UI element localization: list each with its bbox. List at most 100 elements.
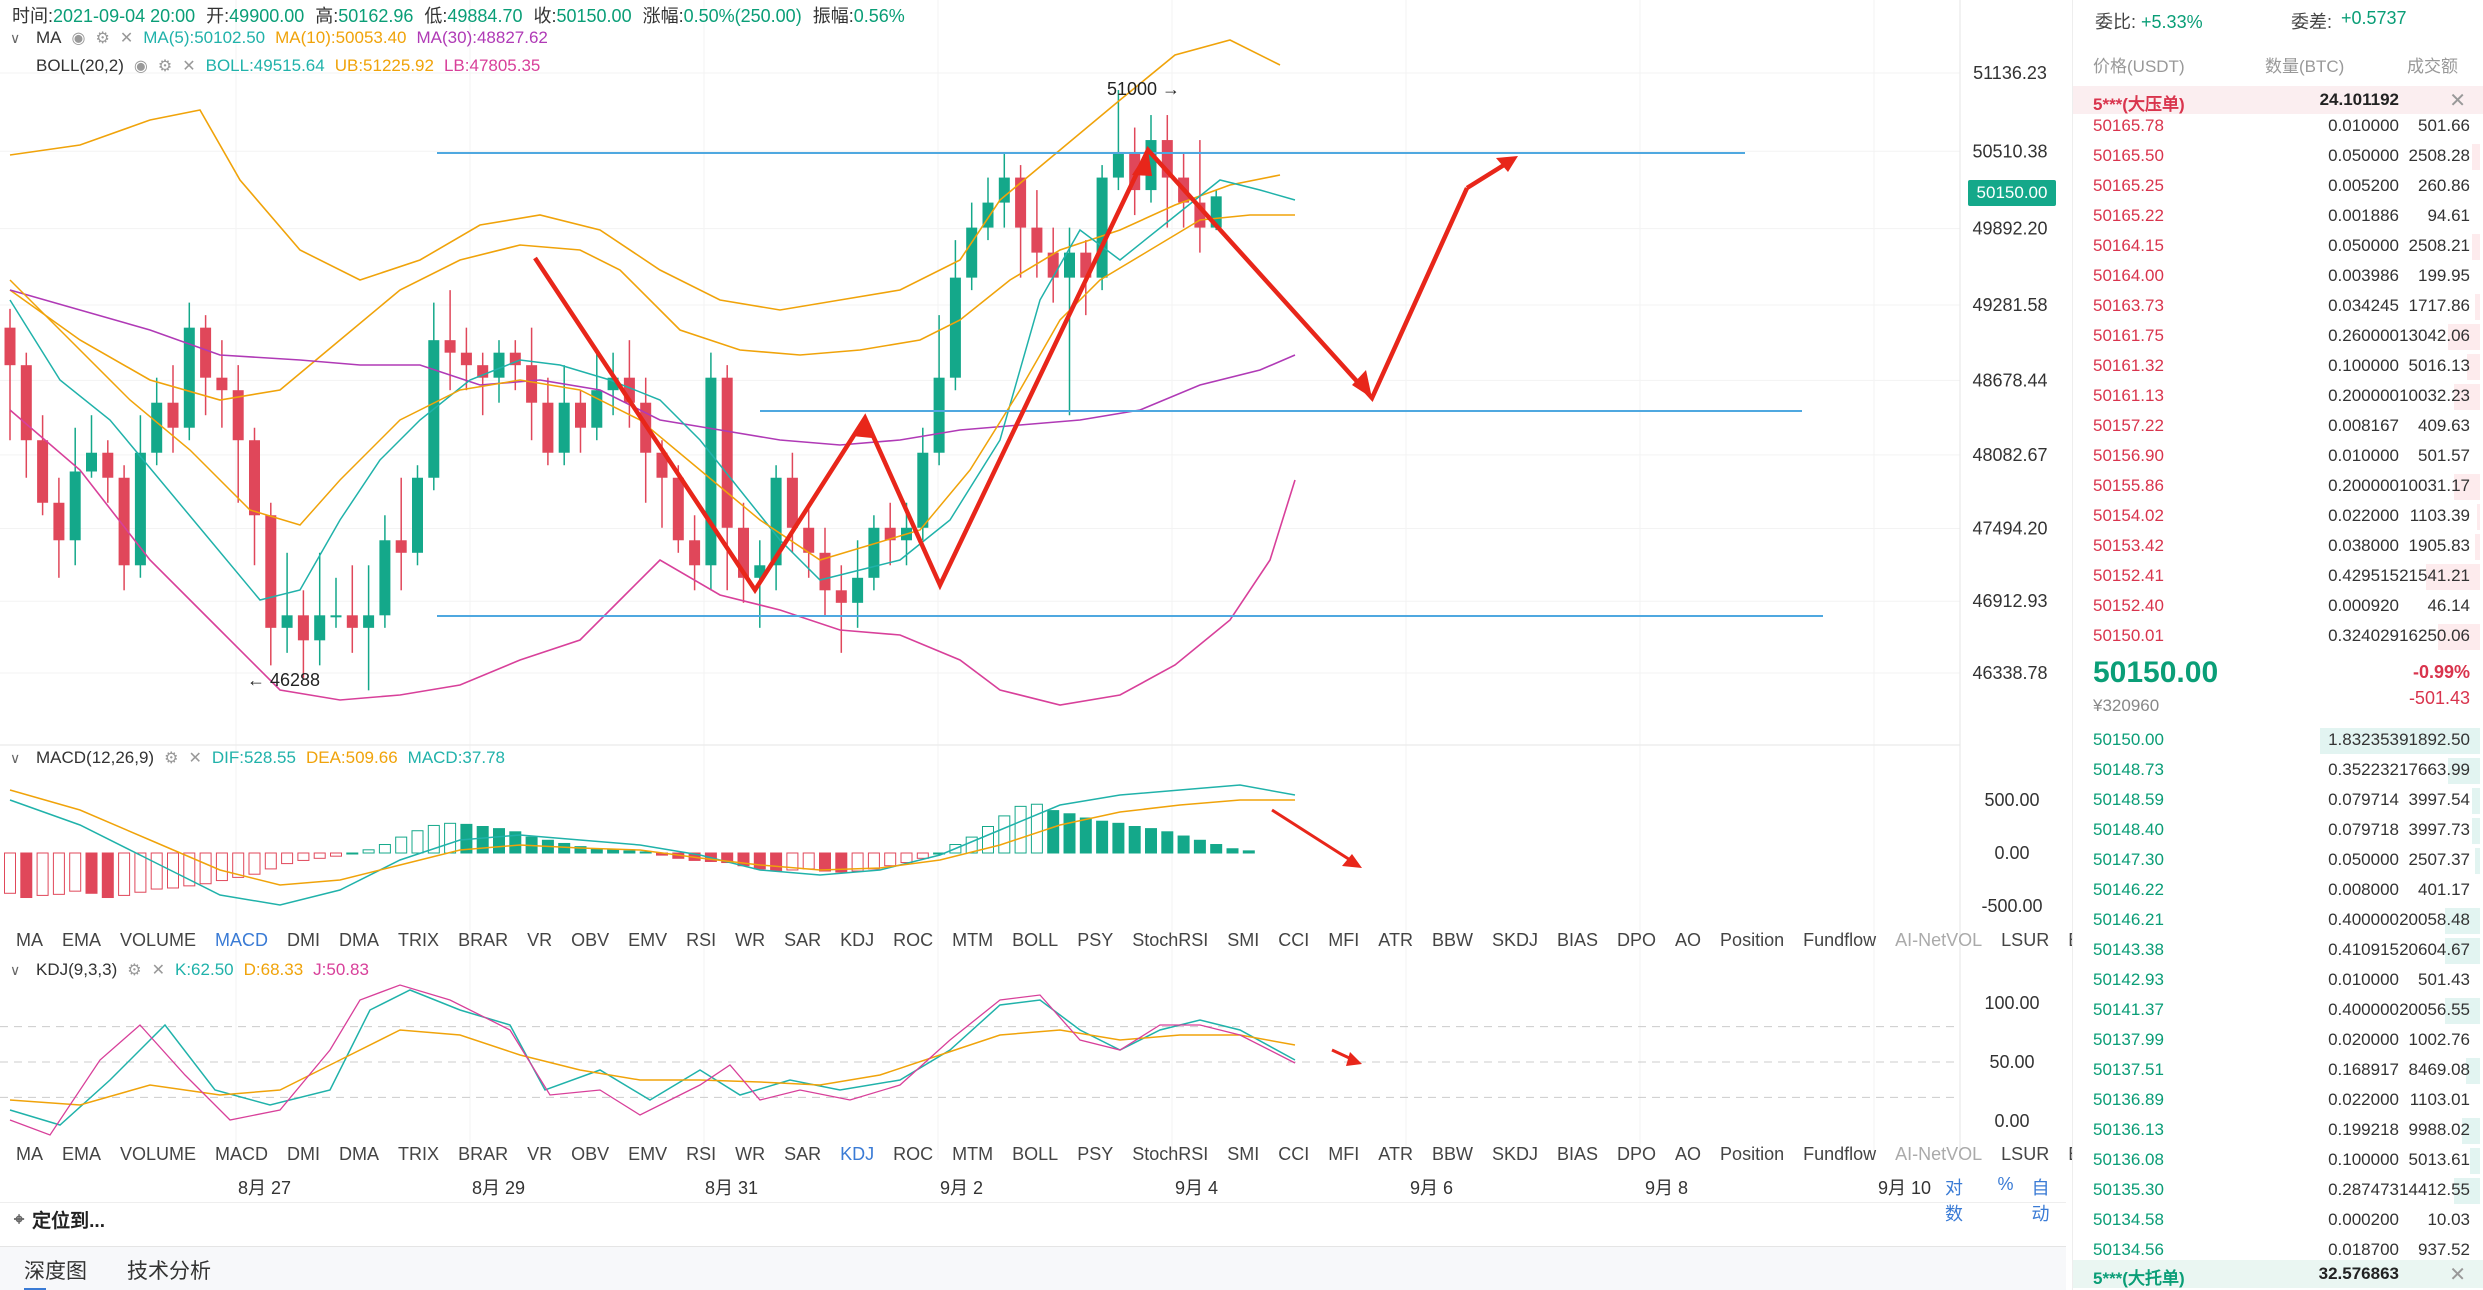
ask-row[interactable]: 50150.01 0.324029 16250.06 (2073, 622, 2483, 652)
bid-row[interactable]: 50134.58 0.000200 10.03 (2073, 1206, 2483, 1236)
indicator-tab-mfi[interactable]: MFI (1328, 1144, 1360, 1164)
indicator-tab-ema[interactable]: EMA (62, 930, 102, 950)
collapse-icon[interactable]: ∨ (10, 961, 21, 978)
ask-row[interactable]: 50165.22 0.001886 94.61 (2073, 202, 2483, 232)
collapse-icon[interactable]: ∨ (10, 749, 21, 766)
ask-row[interactable]: 50164.00 0.003986 199.95 (2073, 262, 2483, 292)
bid-row[interactable]: 50143.38 0.410915 20604.67 (2073, 936, 2483, 966)
gear-icon[interactable]: ⚙ (164, 750, 179, 767)
ask-row[interactable]: 50161.32 0.100000 5016.13 (2073, 352, 2483, 382)
collapse-icon[interactable]: ∨ (10, 29, 21, 46)
bid-row[interactable]: 50150.00 1.832353 91892.50 (2073, 726, 2483, 756)
indicator-tab-trix[interactable]: TRIX (398, 1144, 440, 1164)
locate-label[interactable]: 定位到... (32, 1211, 105, 1232)
close-icon[interactable]: ✕ (119, 30, 134, 47)
indicator-tab-ai-netvol[interactable]: AI-NetVOL (1895, 1144, 1983, 1164)
gear-icon[interactable]: ⚙ (127, 962, 142, 979)
indicator-tab-rsi[interactable]: RSI (686, 1144, 717, 1164)
tab-technical-analysis[interactable]: 技术分析 (127, 1260, 211, 1283)
indicator-tab-roc[interactable]: ROC (893, 1144, 934, 1164)
indicator-tab-ai-netvol[interactable]: AI-NetVOL (1895, 930, 1983, 950)
indicator-tab-smi[interactable]: SMI (1227, 1144, 1260, 1164)
indicator-tab-mfi[interactable]: MFI (1328, 930, 1360, 950)
percent-scale-button[interactable]: % (1997, 1174, 2014, 1194)
indicator-tab-atr[interactable]: ATR (1378, 1144, 1413, 1164)
bid-row[interactable]: 50137.99 0.020000 1002.76 (2073, 1026, 2483, 1056)
indicator-tab-stochrsi[interactable]: StochRSI (1132, 1144, 1209, 1164)
bid-row[interactable]: 50146.21 0.400000 20058.48 (2073, 906, 2483, 936)
ask-row[interactable]: 50163.73 0.034245 1717.86 (2073, 292, 2483, 322)
close-icon[interactable]: ✕ (151, 962, 165, 979)
indicator-tab-macd[interactable]: MACD (215, 930, 269, 950)
close-icon[interactable]: ✕ (188, 750, 202, 767)
bid-row[interactable]: 50141.37 0.400000 20056.55 (2073, 996, 2483, 1026)
indicator-tab-volume[interactable]: VOLUME (120, 930, 197, 950)
indicator-tab-lsur[interactable]: LSUR (2001, 930, 2050, 950)
indicator-tab-macd[interactable]: MACD (215, 1144, 269, 1164)
bid-row[interactable]: 50136.89 0.022000 1103.01 (2073, 1086, 2483, 1116)
indicator-tab-ma[interactable]: MA (16, 930, 43, 950)
indicator-tab-atr[interactable]: ATR (1378, 930, 1413, 950)
indicator-tab-bbw[interactable]: BBW (1431, 930, 1473, 950)
bid-row[interactable]: 50147.30 0.050000 2507.37 (2073, 846, 2483, 876)
indicator-tab-boll[interactable]: BOLL (1012, 930, 1059, 950)
indicator-tab-kdj[interactable]: KDJ (840, 1144, 875, 1164)
indicator-tab-position[interactable]: Position (1720, 930, 1785, 950)
ask-row[interactable]: 50153.42 0.038000 1905.83 (2073, 532, 2483, 562)
indicator-tab-bias[interactable]: BIAS (1556, 1144, 1599, 1164)
bid-row[interactable]: 50137.51 0.168917 8469.08 (2073, 1056, 2483, 1086)
indicator-tab-sar[interactable]: SAR (784, 1144, 822, 1164)
ask-row[interactable]: 50161.75 0.260000 13042.06 (2073, 322, 2483, 352)
close-icon[interactable]: ✕ (2449, 90, 2466, 112)
indicator-tab-trix[interactable]: TRIX (398, 930, 440, 950)
ask-row[interactable]: 50157.22 0.008167 409.63 (2073, 412, 2483, 442)
indicator-tab-brar[interactable]: BRAR (458, 930, 509, 950)
bid-row[interactable]: 50136.08 0.100000 5013.61 (2073, 1146, 2483, 1176)
ask-row[interactable]: 50156.90 0.010000 501.57 (2073, 442, 2483, 472)
chart-area[interactable]: 51136.23 50510.38 49892.20 49281.58 48678.44… (0, 0, 2121, 1290)
gear-icon[interactable]: ⚙ (157, 58, 173, 75)
indicator-tab-position[interactable]: Position (1720, 1144, 1785, 1164)
indicator-tab-smi[interactable]: SMI (1227, 930, 1260, 950)
indicator-tab-cci[interactable]: CCI (1278, 930, 1310, 950)
indicator-tab-brar[interactable]: BRAR (458, 1144, 509, 1164)
ask-row[interactable]: 50152.40 0.000920 46.14 (2073, 592, 2483, 622)
indicator-tab-fundflow[interactable]: Fundflow (1803, 1144, 1877, 1164)
indicator-tab-skdj[interactable]: SKDJ (1491, 1144, 1538, 1164)
indicator-tab-fundflow[interactable]: Fundflow (1803, 930, 1877, 950)
ask-row[interactable]: 50155.86 0.200000 10031.17 (2073, 472, 2483, 502)
indicator-tab-dmi[interactable]: DMI (287, 1144, 321, 1164)
eye-icon[interactable]: ◉ (133, 58, 148, 75)
bid-row[interactable]: 50135.30 0.287473 14412.55 (2073, 1176, 2483, 1206)
big-bid-order[interactable]: 5***(大托单) 32.576863 ✕ (2073, 1260, 2483, 1288)
indicator-tab-ao[interactable]: AO (1675, 1144, 1702, 1164)
tab-depth-chart[interactable]: 深度图 (24, 1255, 87, 1290)
indicator-tab-bbw[interactable]: BBW (1431, 1144, 1473, 1164)
ask-row[interactable]: 50152.41 0.429515 21541.21 (2073, 562, 2483, 592)
bid-row[interactable]: 50148.59 0.079714 3997.54 (2073, 786, 2483, 816)
ask-row[interactable]: 50165.50 0.050000 2508.28 (2073, 142, 2483, 172)
indicator-tab-dpo[interactable]: DPO (1617, 930, 1657, 950)
indicator-tab-roc[interactable]: ROC (893, 930, 934, 950)
indicator-tab-ao[interactable]: AO (1675, 930, 1702, 950)
indicator-tab-stochrsi[interactable]: StochRSI (1132, 930, 1209, 950)
indicator-tab-vr[interactable]: VR (527, 930, 553, 950)
bid-row[interactable]: 50148.40 0.079718 3997.73 (2073, 816, 2483, 846)
indicator-tab-rsi[interactable]: RSI (686, 930, 717, 950)
indicator-tab-ma[interactable]: MA (16, 1144, 43, 1164)
indicator-tab-cci[interactable]: CCI (1278, 1144, 1310, 1164)
close-icon[interactable]: ✕ (182, 58, 196, 75)
ask-row[interactable]: 50154.02 0.022000 1103.39 (2073, 502, 2483, 532)
indicator-tab-sar[interactable]: SAR (784, 930, 822, 950)
ask-row[interactable]: 50165.25 0.005200 260.86 (2073, 172, 2483, 202)
indicator-tab-obv[interactable]: OBV (571, 930, 610, 950)
indicator-tab-dma[interactable]: DMA (339, 1144, 380, 1164)
indicator-tab-bias[interactable]: BIAS (1556, 930, 1599, 950)
indicator-tab-emv[interactable]: EMV (628, 930, 668, 950)
locate-bar[interactable]: ⌖ 定位到... (0, 1202, 2066, 1236)
indicator-tab-skdj[interactable]: SKDJ (1491, 930, 1538, 950)
bid-row[interactable]: 50148.73 0.352232 17663.99 (2073, 756, 2483, 786)
bid-row[interactable]: 50134.56 0.018700 937.52 (2073, 1236, 2483, 1266)
indicator-tab-dma[interactable]: DMA (339, 930, 380, 950)
indicator-tab-emv[interactable]: EMV (628, 1144, 668, 1164)
